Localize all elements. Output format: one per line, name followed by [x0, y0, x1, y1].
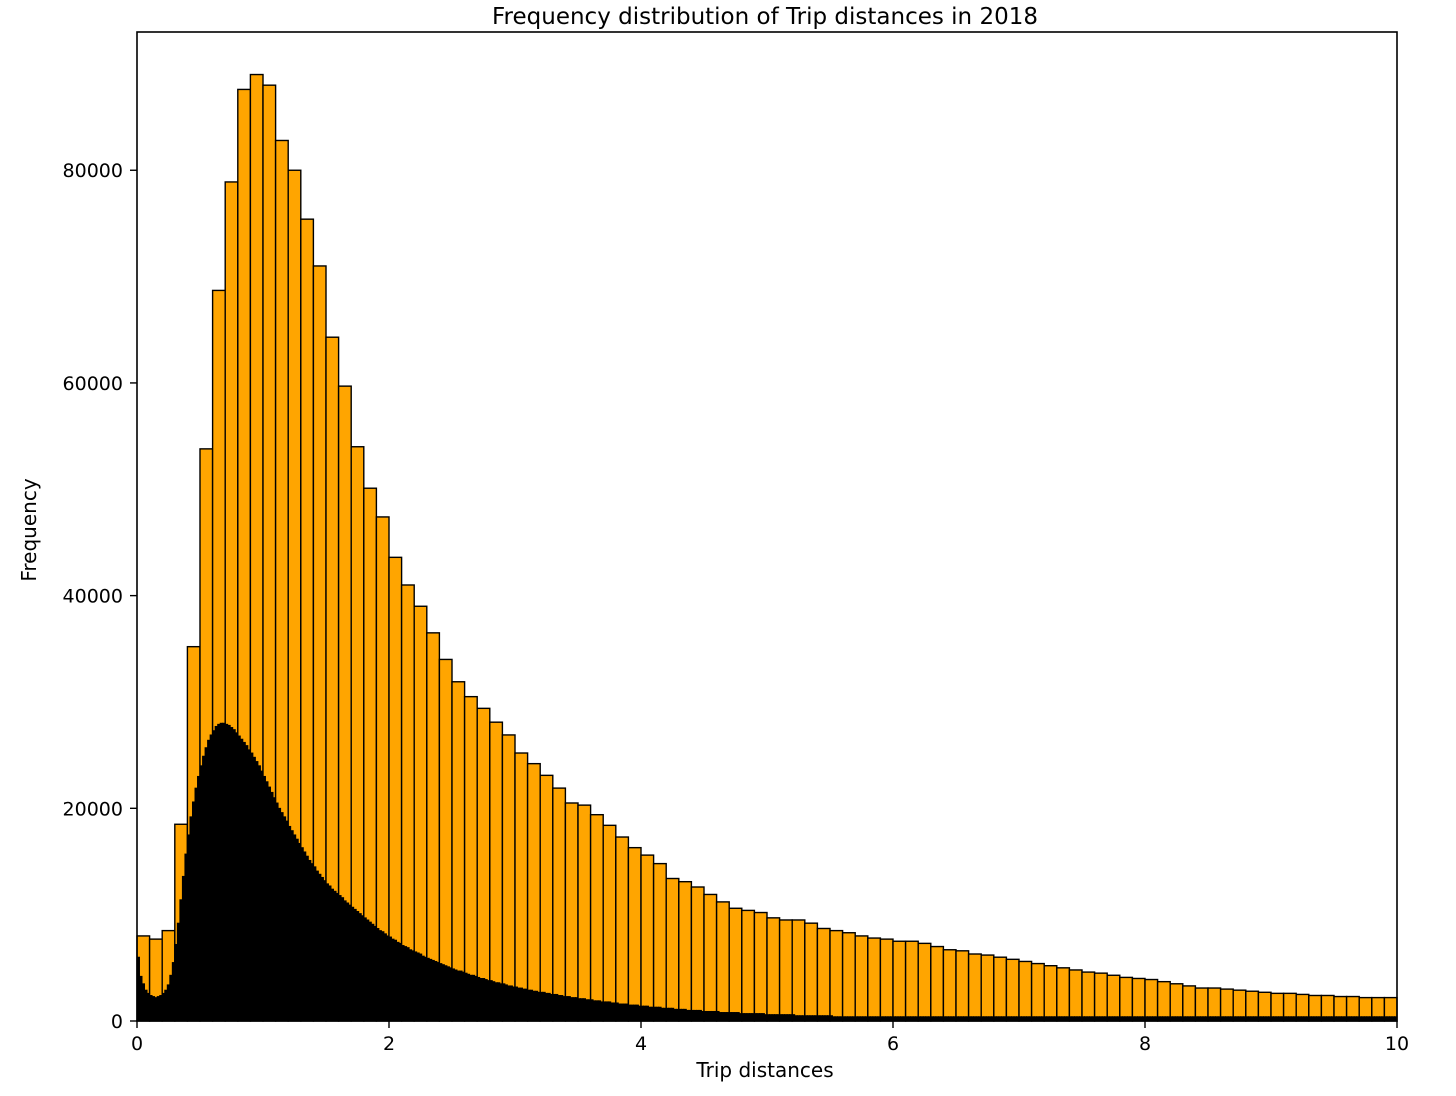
histogram-bar-primary-53 — [804, 922, 819, 1022]
x-axis-label: Trip distances — [695, 1058, 833, 1082]
histogram-bar-primary-81 — [1156, 980, 1171, 1022]
histogram-bar-primary-67 — [980, 954, 995, 1022]
x-tick-label-3: 6 — [887, 1033, 899, 1055]
histogram-bar-primary-43 — [678, 880, 693, 1022]
histogram-bar-primary-75 — [1081, 971, 1096, 1022]
histogram-bar-primary-66 — [967, 953, 982, 1022]
histogram-bar-primary-62 — [917, 942, 932, 1022]
histogram-bar-primary-58 — [867, 937, 882, 1022]
histogram-bar-primary-86 — [1219, 988, 1234, 1022]
x-tick-label-5: 10 — [1385, 1033, 1409, 1055]
y-axis-label: Frequency — [17, 478, 41, 581]
y-tick-label-3: 60000 — [63, 373, 123, 395]
histogram-bar-primary-54 — [816, 927, 831, 1022]
histogram-bar-primary-59 — [879, 938, 894, 1022]
histogram-bar-primary-34 — [564, 802, 579, 1022]
histogram-bar-primary-42 — [665, 877, 680, 1022]
histogram-bar-primary-61 — [904, 940, 919, 1022]
histogram-bar-primary-27 — [476, 707, 491, 1022]
histogram-bar-primary-28 — [489, 721, 504, 1022]
histogram-bar-primary-76 — [1093, 972, 1108, 1022]
chart-title: Frequency distribution of Trip distances… — [492, 4, 1038, 30]
histogram-bar-primary-38 — [615, 836, 630, 1022]
histogram-bar-primary-60 — [892, 940, 907, 1022]
histogram-bar-primary-33 — [552, 787, 567, 1022]
histogram-bar-primary-70 — [1018, 960, 1033, 1022]
histogram-bar-primary-40 — [640, 854, 655, 1022]
histogram-bar-primary-69 — [1005, 958, 1020, 1022]
histogram-bar-primary-29 — [501, 734, 516, 1022]
histogram-bar-primary-50 — [766, 917, 781, 1022]
histogram-bar-primary-68 — [993, 956, 1008, 1022]
x-tick-label-1: 2 — [383, 1033, 395, 1055]
y-tick-label-1: 20000 — [63, 798, 123, 820]
histogram-bar-primary-46 — [715, 901, 730, 1022]
histogram-bar-primary-39 — [627, 846, 642, 1022]
histogram-bar-primary-44 — [690, 886, 705, 1022]
plot-frame — [136, 31, 1398, 1022]
axes-layer: 0 2 4 6 8 10 0 20000 40000 60000 80000 — [63, 160, 1410, 1055]
histogram-bar-primary-71 — [1030, 962, 1045, 1022]
y-tick-label-2: 40000 — [63, 586, 123, 608]
histogram-bar-primary-35 — [577, 804, 592, 1022]
histogram-bar-primary-36 — [589, 813, 604, 1022]
histogram-bar-primary-45 — [703, 893, 718, 1022]
x-tick-label-2: 4 — [635, 1033, 647, 1055]
histogram-bar-primary-79 — [1131, 977, 1146, 1022]
histogram-bar-primary-82 — [1169, 983, 1184, 1022]
histogram-bar-primary-56 — [841, 932, 856, 1022]
histogram-bar-primary-73 — [1056, 967, 1071, 1022]
histogram-bar-primary-52 — [791, 919, 806, 1022]
histogram-bar-primary-63 — [930, 945, 945, 1022]
y-tick-label-4: 80000 — [63, 160, 123, 182]
histogram-bar-primary-47 — [728, 907, 743, 1022]
histogram-bar-primary-64 — [942, 949, 957, 1022]
histogram-bar-primary-51 — [778, 919, 793, 1022]
histogram-bar-primary-57 — [854, 935, 869, 1022]
histogram-bar-primary-83 — [1182, 985, 1197, 1022]
histogram-bar-primary-55 — [829, 929, 844, 1022]
histogram-bar-primary-48 — [741, 909, 756, 1022]
histogram-bar-primary-65 — [955, 950, 970, 1022]
histogram-bar-primary-72 — [1043, 965, 1058, 1022]
histogram-bar-primary-37 — [602, 824, 617, 1022]
histogram-bar-primary-80 — [1144, 978, 1159, 1022]
x-tick-label-4: 8 — [1139, 1033, 1151, 1055]
histogram-bar-primary-84 — [1194, 987, 1209, 1022]
histogram-bar-primary-85 — [1207, 987, 1222, 1022]
histogram-bar-primary-49 — [753, 911, 768, 1022]
y-tick-label-0: 0 — [111, 1011, 123, 1033]
histogram-bar-primary-77 — [1106, 974, 1121, 1022]
histogram-bar-primary-41 — [652, 862, 667, 1022]
histogram-bar-primary-26 — [463, 695, 478, 1022]
histogram-bar-primary-78 — [1119, 976, 1134, 1022]
bars-layer — [136, 73, 1398, 1022]
x-tick-label-0: 0 — [131, 1033, 143, 1055]
histogram-bar-primary-32 — [539, 774, 554, 1022]
histogram-bar-primary-31 — [526, 762, 541, 1022]
histogram-bar-primary-30 — [514, 752, 529, 1022]
histogram-bar-primary-74 — [1068, 969, 1083, 1022]
